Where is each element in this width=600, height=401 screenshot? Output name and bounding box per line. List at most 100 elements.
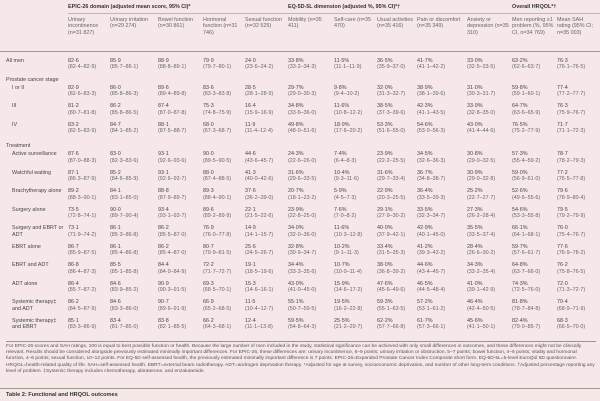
table-cell: 24·3% (22·6–26·0) — [288, 151, 334, 170]
cell-ci: (53·3–55·8) — [512, 213, 541, 220]
cell-value: 7·4% — [334, 151, 347, 158]
cell-value: 34·3% — [467, 262, 483, 269]
table-cell: 63·2% (62·6–63·7) — [512, 51, 557, 74]
table-cell: 83·0 (82·3–83·6) — [110, 151, 158, 170]
cell-value: 80·7 — [203, 243, 214, 250]
table-cell: 33·0% (32·5–33·5) — [467, 51, 512, 74]
cell-value: 28·5 — [245, 84, 256, 91]
table-cell: 27·3% (26·2–28·4) — [467, 207, 512, 226]
cell-value: 38·0% — [377, 262, 393, 269]
table-cell: 79·6 (78·9–80·4) — [557, 188, 600, 207]
cell-value: 36·4% — [417, 188, 433, 195]
cell-ci: (84·1–85·2) — [110, 128, 139, 135]
table-row: Brachytherapy alone 89·2 (88·3–90·1) 84·1 (8… — [0, 188, 600, 207]
cell-value: 30·9% — [467, 169, 483, 176]
row-label: III — [12, 103, 17, 110]
cell-ci: (33·2–34·3) — [288, 64, 317, 71]
cell-value: 7·6% — [334, 206, 347, 213]
table-cell: 81·2 (80·7–81·8) — [68, 103, 110, 122]
cell-ci: (43·4–45·7) — [417, 268, 446, 275]
column-header: Sexual function (n=32 525) — [245, 16, 282, 30]
table-cell: 88·8 (87·9–89·7) — [158, 188, 203, 207]
table-cell: 86·2 (85·4–87·0) — [158, 244, 203, 263]
table-cell: 35·5% (33·5–37·4) — [467, 225, 512, 244]
table-cell: 84·7 (84·1–85·2) — [110, 122, 158, 141]
cell-value: 42·9% — [417, 225, 433, 232]
cell-value: 87·4 — [158, 103, 169, 110]
cell-ci: (10·8–12·2) — [334, 109, 363, 116]
cell-ci: (85·7–87·2) — [68, 287, 97, 294]
cell-ci: (11·1–11·9) — [334, 64, 362, 71]
table-cell: 30·9% (29·0–32·8) — [467, 170, 512, 189]
table-cell: 86·7 (85·9–87·5) — [68, 244, 110, 263]
table-cell: 83·4 (81·7–85·0) — [110, 318, 158, 337]
table-cell: 29·7% (29·0–30·3) — [288, 85, 334, 104]
table-cell: 76·5% (75·2–77·9) — [512, 122, 557, 141]
cell-ci: (33·6–36·0) — [288, 109, 317, 116]
cell-value: 57·2% — [417, 299, 433, 306]
table-cell: 83·8 (82·1–85·5) — [158, 318, 203, 337]
table-cell: 24·0 (23·6–24·2) — [245, 51, 288, 74]
cell-ci: (15·9–16·9) — [245, 109, 274, 116]
table-cell: 66·2 (64·3–68·1) — [203, 318, 245, 337]
cell-value: 77·4 — [557, 84, 568, 91]
table-cell: 75·3 (74·8–75·9) — [203, 103, 245, 122]
cell-value: 82·4% — [512, 317, 528, 324]
cell-value: 11·5% — [334, 57, 350, 64]
column-header: Anxiety or depression (n=35 310) — [467, 16, 509, 36]
cell-ci: (78·7–84·8) — [512, 305, 541, 312]
table-cell: 37·6 (36·2–39·0) — [245, 188, 288, 207]
table-cell: 43·0% (41·0–45·0) — [288, 281, 334, 300]
table-cell: 84·6 (83·3–86·0) — [110, 299, 158, 318]
table-row: IV 83·2 (82·5–83·9) 84·7 (84·1–85·2) 88·1 (87·… — [0, 122, 600, 141]
table-cell: 36·5% (35·9–37·0) — [377, 51, 417, 74]
cell-value: 34·5% — [417, 151, 433, 158]
cell-ci: (71·7–72·7) — [203, 268, 232, 275]
table-cell: 70·4 (68·9–71·9) — [557, 299, 600, 318]
cell-value: 89·6 — [203, 206, 214, 213]
cell-value: 86·0 — [110, 84, 121, 91]
cell-value: 61·7% — [417, 317, 433, 324]
table-cell: 30·8% (29·0–32·5) — [467, 151, 512, 170]
column-header: Urinary incontinence (n=31 827) — [68, 16, 99, 36]
cell-ci: (85·5–87·0) — [158, 231, 187, 238]
cell-value: 46·4% — [467, 299, 483, 306]
cell-ci: (53·0–56·3) — [417, 128, 446, 135]
table-cell: 45·6% (41·1–50·1) — [467, 318, 512, 337]
column-header: Mobility (n=35 411) — [288, 16, 322, 30]
column-header: Pain or discomfort (n=35 349) — [417, 16, 461, 30]
cell-value: 45·6% — [467, 317, 483, 324]
cell-value: 82·9 — [68, 84, 79, 91]
cell-value: 79·6 — [557, 188, 568, 195]
cell-value: 71·7 — [557, 121, 568, 128]
cell-ci: (82·5–83·9) — [68, 128, 97, 135]
cell-value: 76·5% — [512, 121, 528, 128]
cell-ci: (82·3–83·6) — [110, 157, 139, 164]
cell-ci: (33·2–35·4) — [467, 268, 496, 275]
cell-value: 59·5% — [288, 317, 304, 324]
cell-value: 77·6 — [557, 243, 568, 250]
table-cell: 54·6% (53·3–55·8) — [512, 207, 557, 226]
cell-ci: (44·5–48·4) — [417, 287, 446, 294]
cell-value: 31·6% — [377, 169, 393, 176]
cell-value: 33·0% — [467, 57, 483, 64]
cell-ci: (29·0–30·3) — [288, 91, 317, 98]
cell-ci: (11·4–12·4) — [245, 128, 273, 135]
cell-value: 74·3% — [512, 280, 528, 287]
cell-value: 53·3% — [377, 121, 393, 128]
table-cell: 11·9 (11·4–12·4) — [245, 122, 288, 141]
cell-value: 38·5% — [377, 103, 393, 110]
table-cell: 41·3 (40·0–42·6) — [245, 170, 288, 189]
cell-ci: (48·0–51·6) — [288, 128, 317, 135]
cell-value: 85·2 — [110, 169, 121, 176]
cell-ci: (82·6–83·3) — [68, 91, 97, 98]
cell-ci: (22·2–25·5) — [377, 157, 406, 164]
cell-ci: (71·3–72·7) — [557, 287, 586, 294]
cell-ci: (88·8–89·1) — [158, 64, 187, 71]
table-cell: 88·0 (87·4–88·5) — [203, 170, 245, 189]
cell-value: 83·8 — [158, 317, 169, 324]
cell-ci: (68·5–70·1) — [203, 287, 232, 294]
cell-value: 90·7 — [158, 299, 169, 306]
cell-ci: (64·3–68·1) — [203, 324, 232, 331]
cell-ci: (9·3–11·6) — [334, 176, 359, 183]
